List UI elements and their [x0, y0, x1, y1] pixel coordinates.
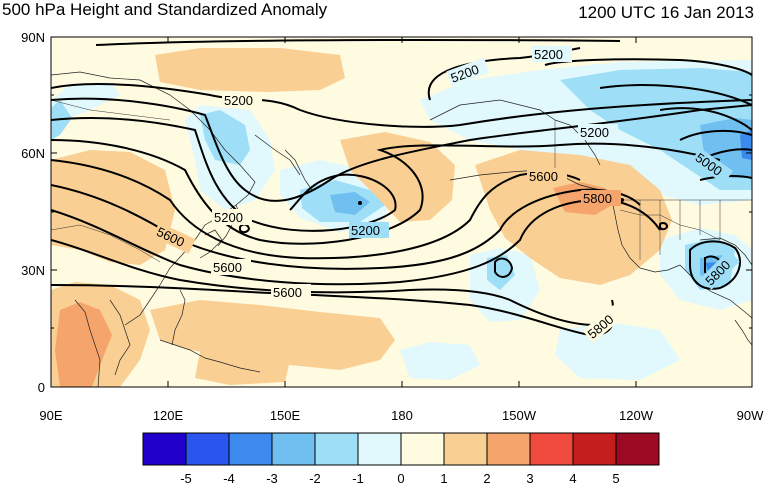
- colorbar-label: 4: [569, 471, 576, 486]
- contour-label: 5600: [213, 260, 242, 275]
- colorbar-label: 3: [526, 471, 533, 486]
- low-center-marker: [358, 201, 362, 205]
- colorbar-swatch: [529, 432, 574, 466]
- colorbar-label: -2: [309, 471, 321, 486]
- colorbar-label: 5: [612, 471, 619, 486]
- colorbar-label: 2: [483, 471, 490, 486]
- contour-label: 5800: [583, 191, 612, 206]
- colorbar-label: 0: [397, 471, 404, 486]
- colorbar-swatch: [443, 432, 488, 466]
- lon-label: 120E: [153, 408, 184, 423]
- colorbar-swatch: [142, 432, 187, 466]
- colorbar-label: 1: [440, 471, 447, 486]
- lon-label: 120W: [619, 408, 654, 423]
- colorbar-label: -1: [352, 471, 364, 486]
- colorbar-swatch: [572, 432, 617, 466]
- contour-label: 5600: [529, 169, 558, 184]
- colorbar-swatch: [357, 432, 402, 466]
- colorbar-swatch: [314, 432, 359, 466]
- anomaly-shading: [51, 48, 752, 387]
- colorbar-swatch: [228, 432, 273, 466]
- lat-label: 0: [38, 380, 45, 395]
- contour-label: 5200: [351, 223, 380, 238]
- colorbar-swatch: [185, 432, 230, 466]
- lat-label: 30N: [21, 263, 45, 278]
- longitude-axis: [50, 37, 753, 387]
- lon-label: 180: [391, 408, 413, 423]
- lon-label: 150E: [270, 408, 301, 423]
- lon-label: 150W: [502, 408, 537, 423]
- latitude-axis: [51, 36, 752, 388]
- colorbar-swatch: [400, 432, 445, 466]
- contour-label: 5200: [534, 47, 563, 62]
- colorbar-swatch: [486, 432, 531, 466]
- contour-label: 5200: [224, 93, 253, 108]
- contour-label: 5600: [273, 285, 302, 300]
- colorbar-swatch: [615, 432, 660, 466]
- contour-label: 5200: [214, 210, 243, 225]
- lon-label: 90E: [39, 408, 62, 423]
- colorbar-label: -3: [266, 471, 278, 486]
- colorbar: -5 -4 -3 -2 -1 0 1 2 3 4 5: [142, 432, 660, 486]
- lon-label: 90W: [737, 408, 764, 423]
- contour-label: 5200: [580, 125, 609, 140]
- chart-title: 500 hPa Height and Standardized Anomaly: [2, 0, 328, 19]
- colorbar-label: -4: [223, 471, 235, 486]
- lat-label: 90N: [21, 30, 45, 45]
- colorbar-label: -5: [180, 471, 192, 486]
- valid-time: 1200 UTC 16 Jan 2013: [578, 3, 754, 22]
- colorbar-swatch: [271, 432, 316, 466]
- lat-label: 60N: [21, 146, 45, 161]
